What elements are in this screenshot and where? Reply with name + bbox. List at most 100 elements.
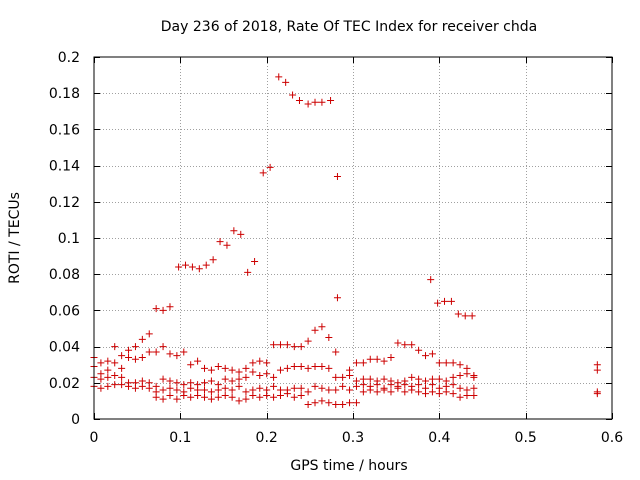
y-tick-label: 0.2 — [58, 50, 80, 66]
data-point — [270, 393, 278, 401]
data-point — [242, 373, 250, 381]
y-axis-tick-labels: 0 0.02 0.04 0.06 0.08 0.1 0.12 0.14 0.16 0.18 0.2 — [49, 50, 80, 428]
data-point — [463, 391, 471, 399]
y-axis-label: ROTI / TECUs — [7, 192, 23, 284]
data-point — [304, 337, 312, 345]
data-point — [333, 294, 341, 302]
data-point — [104, 366, 112, 374]
data-point — [593, 388, 601, 396]
data-point — [209, 256, 217, 264]
data-point — [202, 261, 210, 269]
y-tick-label: 0.16 — [49, 122, 80, 138]
data-point — [415, 381, 423, 389]
data-point — [187, 384, 195, 392]
data-point — [408, 341, 416, 349]
data-point — [207, 366, 215, 374]
y-tick-label: 0.06 — [49, 303, 80, 319]
data-point — [442, 359, 450, 367]
data-point — [401, 341, 409, 349]
x-tick-label: 0 — [90, 430, 99, 446]
data-point — [131, 355, 139, 363]
data-point — [221, 364, 229, 372]
data-point — [428, 388, 436, 396]
data-point — [214, 363, 222, 371]
data-point — [244, 268, 252, 276]
data-point — [97, 359, 105, 367]
data-point — [311, 399, 319, 407]
data-point — [276, 341, 284, 349]
data-point — [318, 98, 326, 106]
x-tick-label: 0.6 — [601, 430, 623, 446]
data-point — [145, 384, 153, 392]
data-point — [359, 388, 367, 396]
data-point — [104, 382, 112, 390]
data-point — [442, 388, 450, 396]
x-tick-label: 0.3 — [342, 430, 364, 446]
data-point — [352, 359, 360, 367]
data-point — [166, 391, 174, 399]
data-point — [131, 384, 139, 392]
data-point — [159, 386, 167, 394]
data-point — [359, 381, 367, 389]
data-point — [318, 323, 326, 331]
data-point — [125, 382, 133, 390]
data-point — [270, 341, 278, 349]
data-point — [216, 238, 224, 246]
data-point — [173, 352, 181, 360]
data-point — [242, 395, 250, 403]
data-point — [214, 386, 222, 394]
data-point — [237, 230, 245, 238]
data-point — [387, 353, 395, 361]
data-point — [332, 348, 340, 356]
data-point — [449, 381, 457, 389]
data-point — [311, 98, 319, 106]
data-point — [380, 386, 388, 394]
data-point — [228, 377, 236, 385]
data-point — [145, 330, 153, 338]
data-point — [228, 386, 236, 394]
x-tick-label: 0.1 — [169, 430, 191, 446]
data-point — [223, 241, 231, 249]
data-point — [387, 388, 395, 396]
data-point — [373, 381, 381, 389]
data-point — [332, 401, 340, 409]
y-tick-label: 0.1 — [58, 231, 80, 247]
data-point — [290, 363, 298, 371]
y-tick-label: 0.18 — [49, 86, 80, 102]
data-point — [380, 375, 388, 383]
data-point — [118, 373, 126, 381]
data-point — [422, 352, 430, 360]
data-point — [194, 391, 202, 399]
data-point — [263, 391, 271, 399]
data-point — [173, 395, 181, 403]
data-point — [311, 382, 319, 390]
y-tick-label: 0.08 — [49, 267, 80, 283]
data-point — [195, 265, 203, 273]
data-point — [152, 305, 160, 313]
data-point — [297, 363, 305, 371]
data-point — [270, 373, 278, 381]
x-tick-label: 0.5 — [515, 430, 537, 446]
data-point — [461, 312, 469, 320]
data-point — [180, 348, 188, 356]
data-point — [327, 96, 335, 104]
data-point — [256, 372, 264, 380]
data-point — [194, 357, 202, 365]
x-tick-label: 0.2 — [256, 430, 278, 446]
data-point — [468, 312, 476, 320]
data-point — [207, 377, 215, 385]
data-point — [593, 366, 601, 374]
y-tick-label: 0.12 — [49, 195, 80, 211]
data-point — [373, 355, 381, 363]
data-point — [266, 163, 274, 171]
data-point — [118, 364, 126, 372]
data-point — [256, 393, 264, 401]
data-point — [408, 373, 416, 381]
data-point — [290, 384, 298, 392]
data-point — [125, 353, 133, 361]
data-point — [295, 96, 303, 104]
data-point — [166, 377, 174, 385]
data-point — [454, 310, 462, 318]
data-point — [304, 401, 312, 409]
